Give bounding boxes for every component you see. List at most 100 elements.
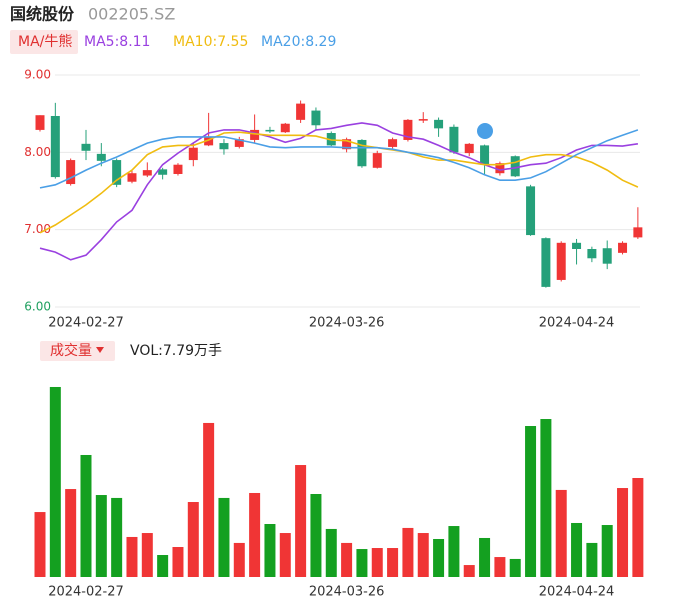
volume-bar (417, 533, 429, 577)
volume-bar (479, 537, 491, 577)
volume-button[interactable] (40, 341, 115, 361)
candle-body (357, 139, 367, 167)
volume-bar (632, 477, 644, 577)
volume-bar (540, 419, 552, 577)
ma-line (39, 129, 639, 189)
candle-body (311, 110, 321, 126)
candle-body (541, 238, 551, 287)
y-tick-label: 7.00 (24, 222, 51, 236)
volume-bar (371, 548, 383, 577)
volume-bar (448, 526, 460, 577)
candle-body (50, 115, 60, 178)
ma-line (39, 122, 639, 261)
candle-body (35, 115, 45, 130)
volume-bar (264, 524, 276, 577)
candle-body (296, 103, 306, 120)
volume-bar (509, 558, 521, 577)
volume-bar (203, 422, 215, 577)
candle-body (66, 160, 76, 185)
candle-body (587, 249, 597, 259)
volume-bar (325, 528, 337, 577)
volume-legend: VOL:7.79万手 (130, 343, 222, 359)
volume-bar (310, 494, 322, 577)
candle-body (265, 129, 275, 132)
event-badge[interactable] (477, 123, 493, 139)
volume-bar (95, 495, 107, 577)
volume-bar (157, 555, 169, 577)
ma-legend: MA5:8.11 (84, 34, 150, 50)
volume-bar (402, 527, 414, 577)
volume-bar (341, 542, 353, 577)
volume-bar (601, 525, 613, 577)
x-tick-label: 2024-02-27 (48, 585, 124, 600)
candle-body (618, 242, 628, 253)
volume-bar (356, 549, 368, 577)
x-tick-label: 2024-03-26 (309, 585, 385, 600)
volume-bar (494, 557, 506, 577)
volume-bar (617, 488, 629, 577)
ma-line (39, 131, 639, 234)
candle-body (633, 227, 643, 238)
candle-body (418, 119, 428, 121)
ma-legend: MA20:8.29 (261, 34, 336, 50)
candle-body (480, 145, 490, 165)
stock-name: 国统股份 (10, 5, 75, 24)
candle-body (96, 153, 106, 161)
volume-bar (187, 502, 199, 577)
candle-body (188, 147, 198, 161)
candle-body (234, 139, 244, 147)
volume-bar (49, 386, 61, 577)
dropdown-arrow[interactable] (96, 347, 104, 353)
candle-body (112, 160, 122, 185)
candle-body (173, 164, 183, 174)
candle-body (372, 153, 382, 168)
candle-body (602, 248, 612, 264)
ma-button-label[interactable]: MA/牛熊 (18, 34, 72, 50)
candle-body (449, 126, 459, 153)
stock-code: 002205.SZ (88, 5, 175, 24)
x-tick-label: 2024-04-24 (539, 585, 615, 600)
volume-bar (279, 533, 291, 577)
x-tick-label: 2024-02-27 (48, 316, 124, 331)
volume-bar (111, 497, 123, 577)
volume-bar (295, 465, 307, 577)
candle-body (464, 143, 474, 154)
candle-body (250, 129, 260, 140)
volume-bar (249, 492, 261, 577)
y-tick-label: 8.00 (24, 145, 51, 159)
badge-circle[interactable] (477, 123, 493, 139)
candle-body (572, 242, 582, 249)
volume-button-label[interactable]: 成交量 (50, 342, 92, 359)
ma-legend: MA10:7.55 (173, 34, 248, 50)
volume-bar (571, 522, 583, 577)
volume-bar (555, 489, 567, 577)
volume-bar (172, 547, 184, 577)
candle-body (526, 186, 536, 236)
candle-body (81, 143, 91, 151)
candle-body (127, 173, 137, 182)
candle-body (403, 119, 413, 140)
volume-bar (387, 548, 399, 577)
candle-body (142, 170, 152, 176)
volume-bar (218, 497, 230, 577)
volume-bar (233, 542, 245, 577)
volume-bar (586, 542, 598, 577)
y-tick-label: 9.00 (24, 68, 51, 82)
volume-bar (525, 426, 537, 577)
candle-body (434, 119, 444, 129)
candle-body (510, 156, 520, 177)
candle-body (556, 242, 566, 280)
candle-body (495, 163, 505, 174)
ma-button[interactable] (10, 30, 78, 54)
volume-bar (141, 533, 153, 577)
candle-body (342, 139, 352, 150)
volume-bar (433, 538, 445, 577)
x-tick-label: 2024-03-26 (309, 316, 385, 331)
candle-body (158, 169, 168, 175)
volume-bar (80, 454, 92, 577)
candle-body (280, 123, 290, 133)
volume-bar (65, 489, 77, 577)
volume-bar (126, 536, 138, 577)
candle-body (204, 136, 214, 146)
candle-body (388, 139, 398, 147)
